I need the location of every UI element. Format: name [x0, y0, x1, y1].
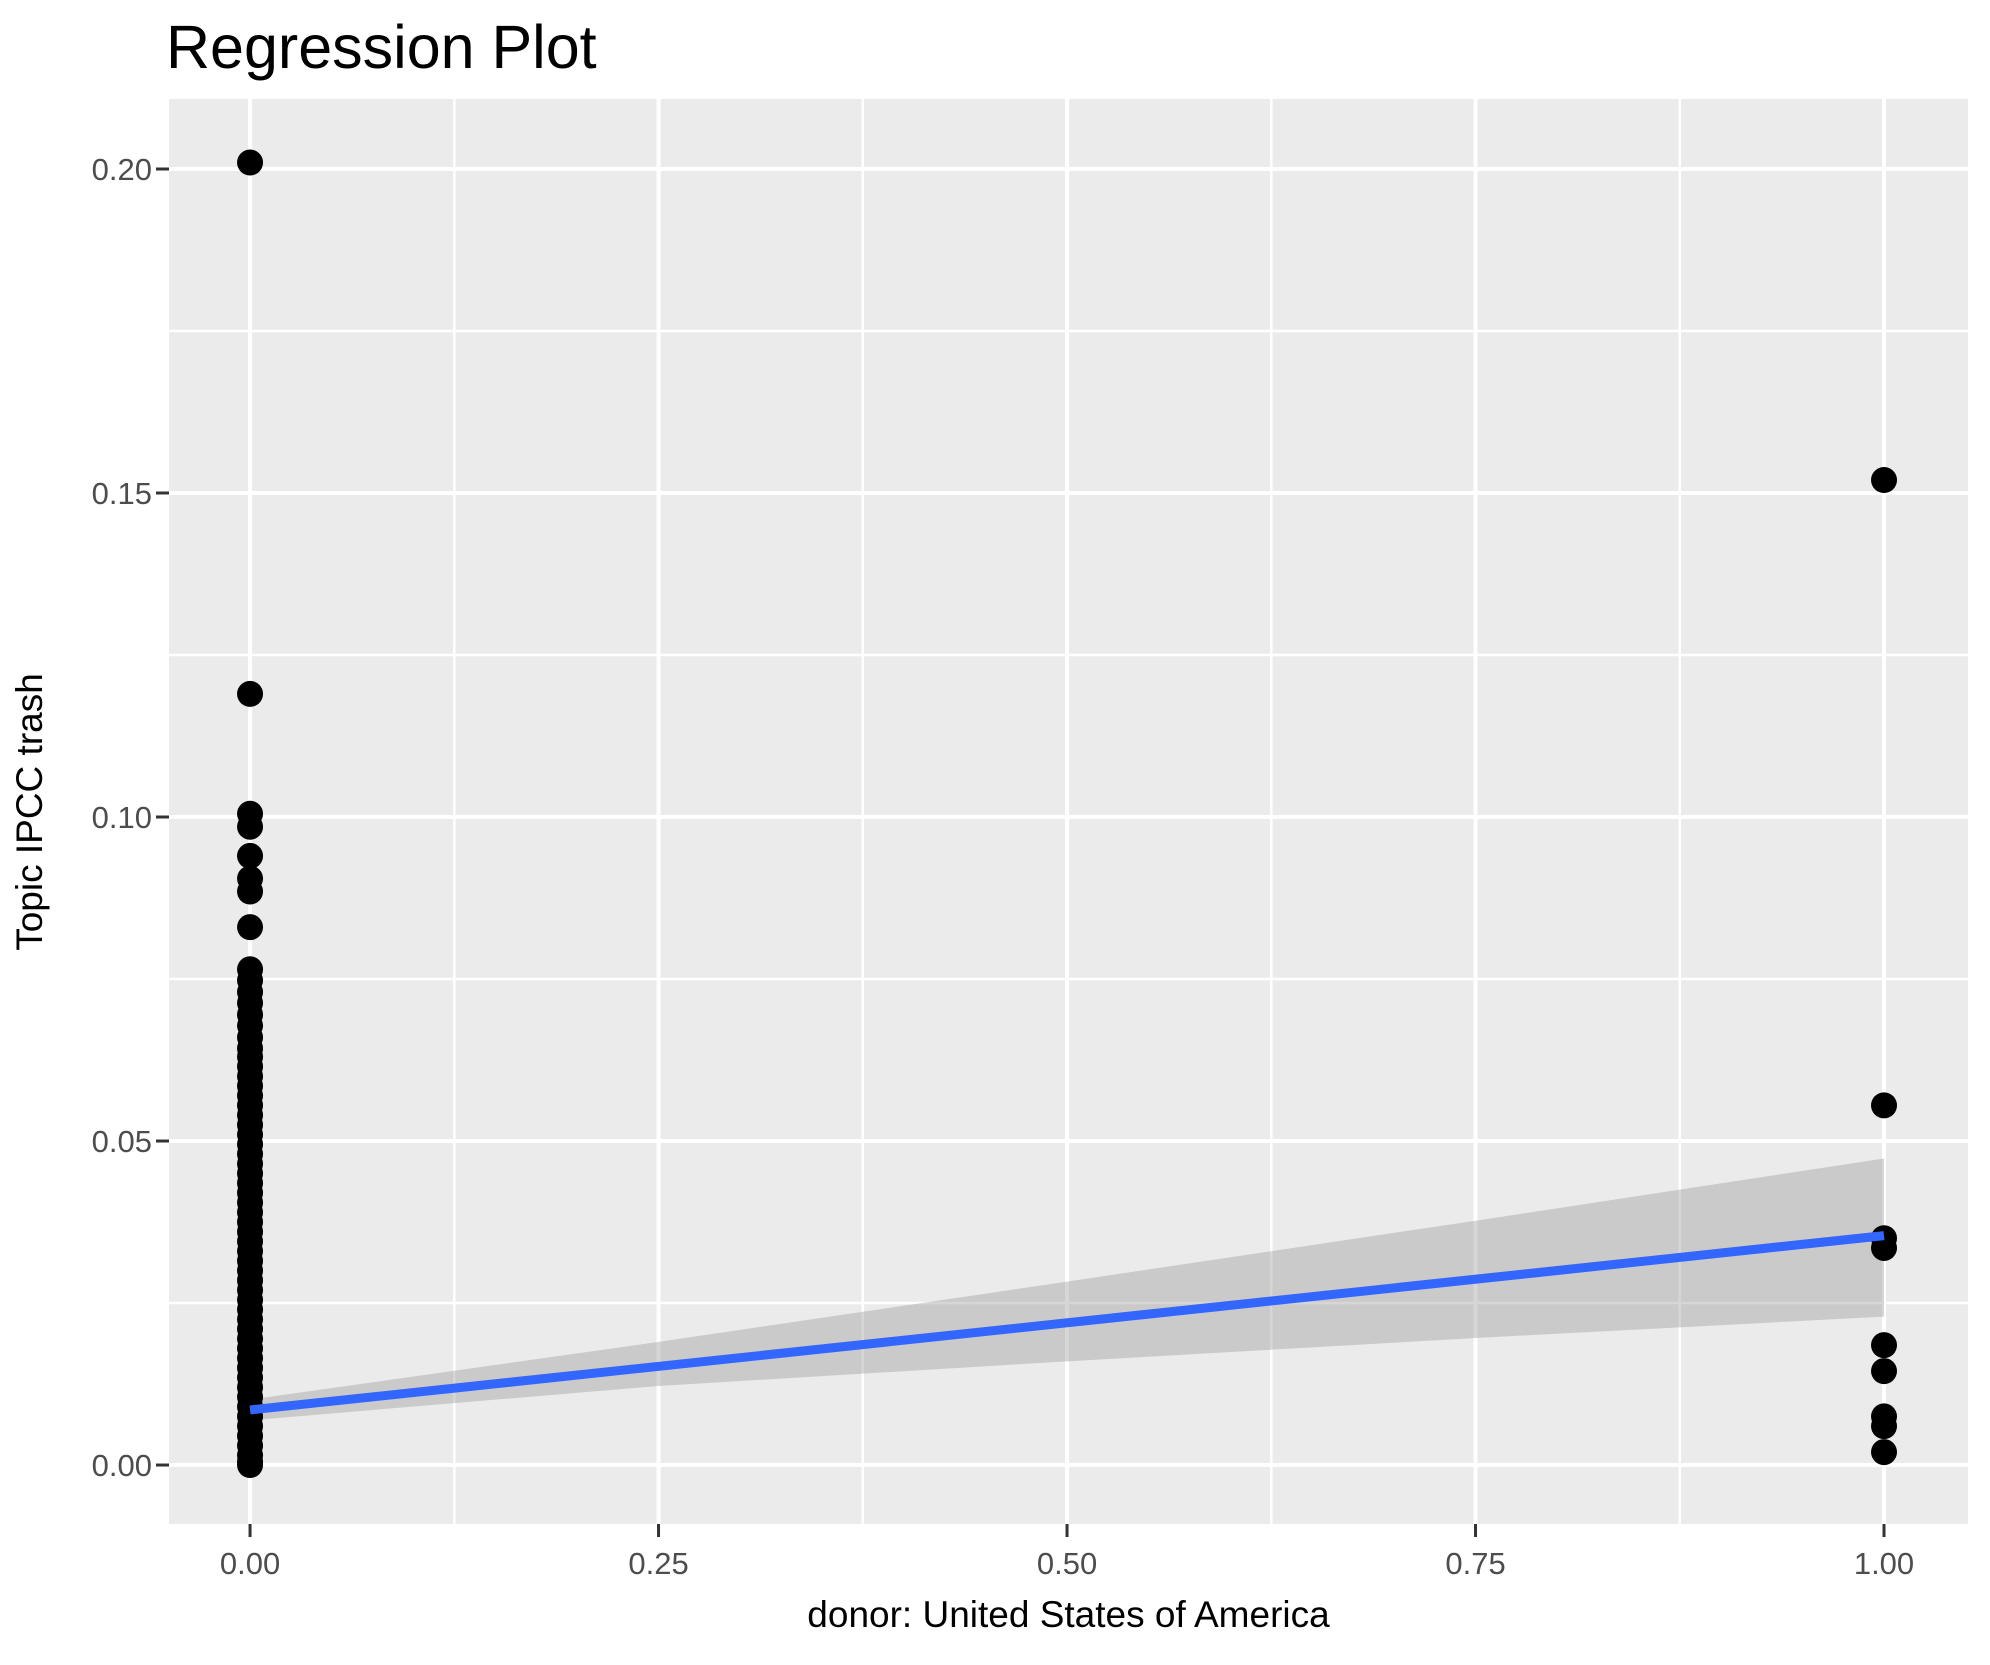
y-tick-label: 0.15 [92, 476, 152, 511]
x-tick-label: 0.00 [220, 1546, 280, 1581]
x-tick-label: 0.75 [1445, 1546, 1505, 1581]
data-point [237, 813, 264, 840]
y-tick-label: 0.20 [92, 152, 152, 187]
plot-title: Regression Plot [166, 13, 597, 81]
data-point [237, 149, 264, 176]
confidence-band [250, 1158, 1885, 1421]
y-axis-title: Topic IPCC trash [9, 673, 50, 951]
data-point [1871, 1358, 1898, 1385]
data-point [1871, 1234, 1898, 1261]
data-point [1871, 1092, 1898, 1119]
data-point [1871, 467, 1898, 494]
data-point [1871, 1439, 1898, 1466]
data-point [237, 878, 264, 905]
data-point [237, 842, 264, 869]
data-point [1871, 1332, 1898, 1359]
y-tick-label: 0.00 [92, 1448, 152, 1483]
data-point [1871, 1413, 1898, 1440]
regression-line [249, 1231, 1885, 1415]
data-point [237, 1452, 264, 1479]
y-tick-label: 0.05 [92, 1124, 152, 1159]
x-axis-title: donor: United States of America [807, 1594, 1330, 1635]
y-tick-label: 0.10 [92, 800, 152, 835]
data-point [237, 680, 264, 707]
x-tick-label: 0.25 [628, 1546, 688, 1581]
data-point [237, 914, 264, 941]
x-tick-label: 1.00 [1854, 1546, 1914, 1581]
x-tick-label: 0.50 [1037, 1546, 1097, 1581]
